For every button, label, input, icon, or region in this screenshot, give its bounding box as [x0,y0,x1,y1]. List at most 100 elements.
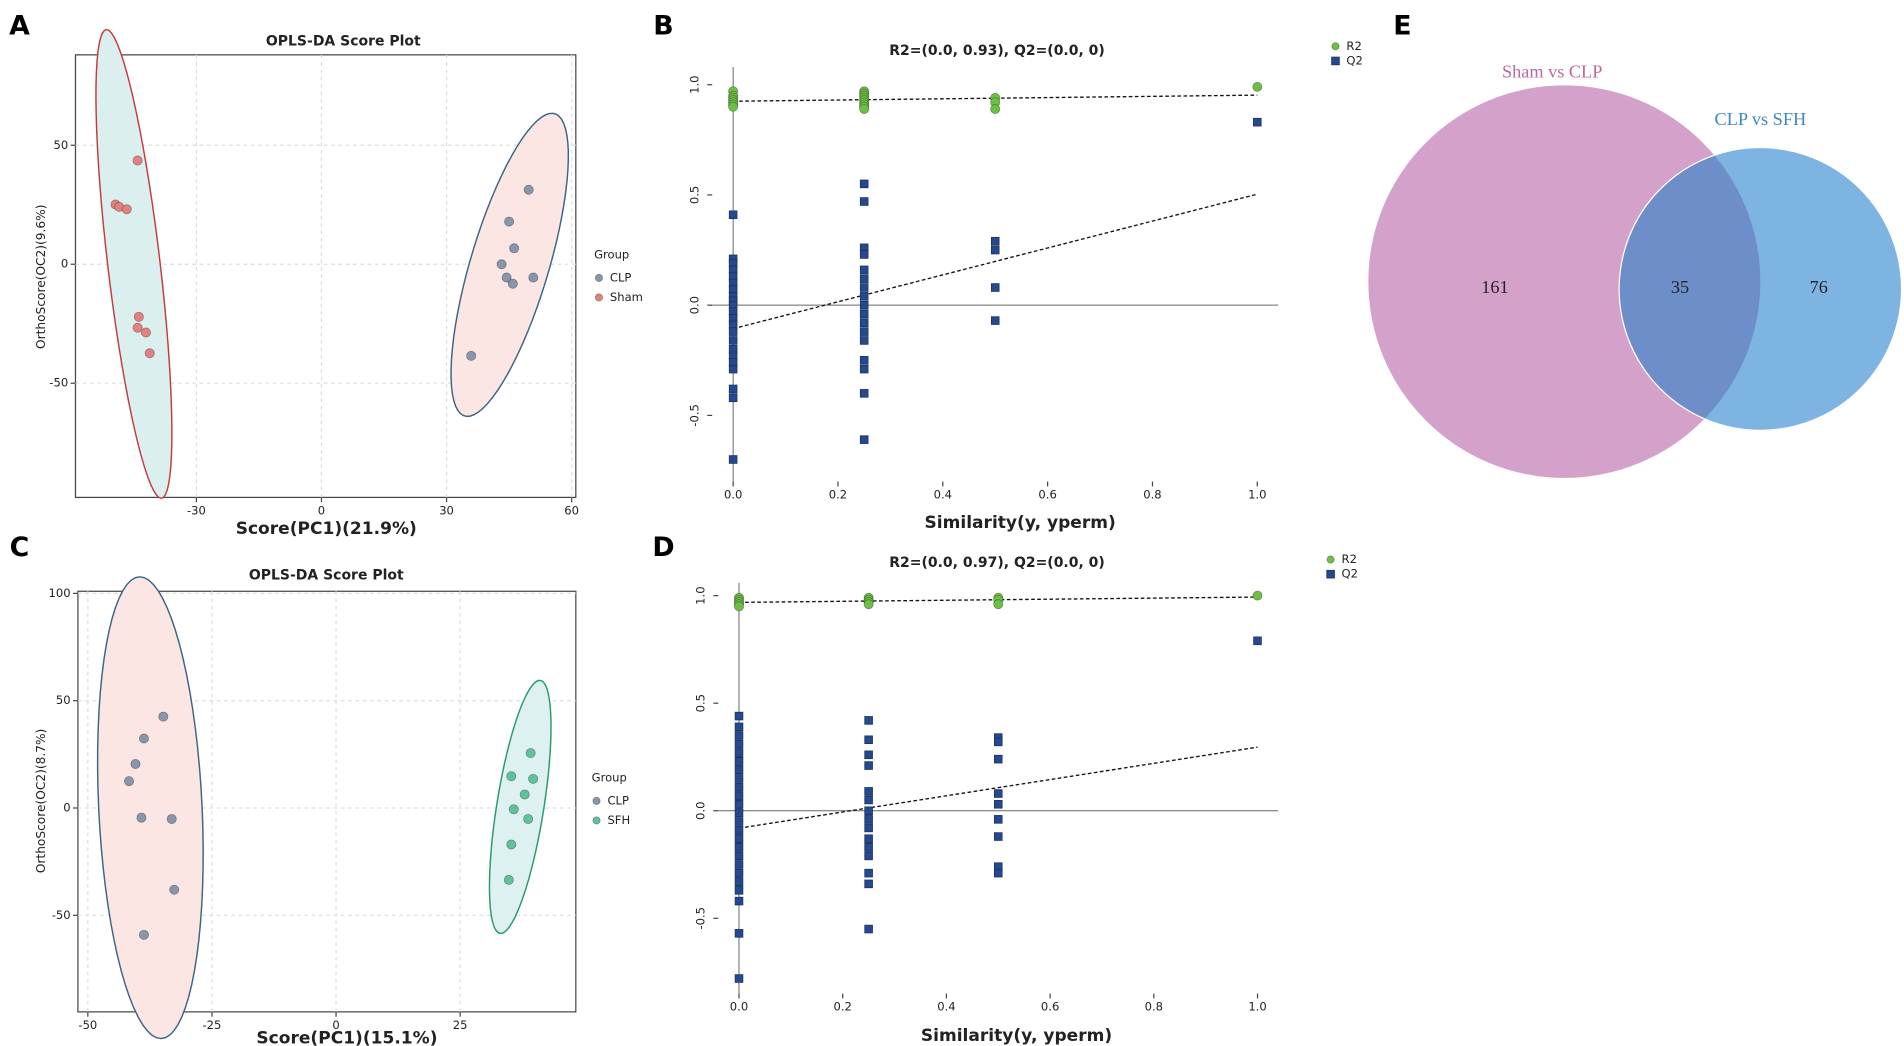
point [734,791,744,800]
fit-line [732,193,1258,330]
legend-label: SFH [607,813,630,827]
confidence-ellipse [96,576,204,1040]
x-axis-label: Score(PC1)(15.1%) [256,1029,437,1046]
x-tick-label: 0.6 [1038,487,1056,501]
point [859,435,869,444]
x-tick-label: 0.8 [1143,487,1161,501]
point [859,336,869,345]
point [864,735,873,745]
x-tick-label: 60 [564,503,579,517]
x-axis-label: Similarity(y, yperm) [925,513,1116,533]
point [990,316,1000,325]
x-tick-label: 0 [318,503,325,517]
point [734,739,744,749]
y-tick-label: 50 [53,138,68,152]
confidence-ellipse [450,112,570,418]
point [169,884,180,895]
point [728,364,738,374]
count-label: 161 [1481,277,1508,297]
point [1253,636,1262,646]
point [728,210,738,220]
point [859,389,869,398]
x-tick-label: 0.2 [829,487,847,501]
legend-label: Q2 [1346,53,1362,67]
y-tick-label: 0.0 [694,802,708,820]
point [138,733,149,744]
x-tick-label: -25 [203,1018,222,1032]
y-tick-label: -50 [52,908,71,922]
point [734,774,744,783]
point [734,974,744,983]
point [506,771,517,782]
point [506,839,517,850]
point [859,356,869,365]
point [728,327,738,336]
legend-marker [592,816,601,825]
point [864,787,873,796]
chart-title: R2=(0.0, 0.93), Q2=(0.0, 0) [889,43,1105,59]
panel-letter: A [9,10,30,41]
point [864,750,873,760]
point [734,808,744,818]
y-tick-label: 1.0 [688,75,702,93]
point [525,748,536,759]
point [993,789,1003,798]
point [132,155,143,166]
point [859,197,869,206]
point [734,825,744,835]
point [528,272,539,283]
point [728,455,738,464]
point [528,773,539,784]
x-tick-label: 0.4 [934,487,952,501]
legend-marker [1326,569,1335,579]
point [734,929,744,938]
point [990,103,1001,114]
legend-label: R2 [1342,552,1357,566]
point [1252,81,1263,92]
panel: -50 -25 0 25 -50 0 50 100 OPLS-DA Score Plot Scor… [34,567,630,1046]
legend-marker [594,273,603,282]
point [728,393,738,403]
x-tick-label: 0 [332,1018,339,1032]
point [728,384,738,394]
point [734,800,744,809]
point [523,813,534,824]
point [864,795,873,805]
point [144,348,155,359]
point [1252,590,1263,601]
point [993,815,1003,824]
point [864,716,873,725]
point [133,311,144,322]
point [734,757,744,766]
count-label: 76 [1810,277,1828,297]
point [864,851,873,861]
y-tick-label: 0.5 [688,186,702,204]
point [859,309,869,319]
point [728,101,739,112]
point [990,236,1000,246]
point [864,924,873,934]
point [864,823,873,833]
x-tick-label: -30 [187,503,206,517]
venn: Sham vs CLP CLP vs SFH 161 35 76 [1368,61,1903,478]
point [501,272,512,283]
panel-letter: D [652,532,674,563]
legend-label: Sham [610,290,643,304]
legend-label: Q2 [1342,567,1358,581]
y-axis-label: OrthoScore(OC2)(8.7%) [34,729,48,873]
point [859,265,869,275]
y-tick-label: 50 [56,693,71,707]
legend-marker [1331,56,1340,66]
point [734,886,744,895]
point [734,782,744,792]
panel-letter: C [10,532,30,563]
point [864,815,873,824]
y-tick-label: -50 [49,376,68,390]
point [859,283,869,292]
fit-line [738,746,1258,829]
x-tick-label: 0.0 [730,999,748,1013]
point [993,599,1004,610]
point [864,868,873,878]
point [859,250,869,259]
panel-letter: B [653,10,673,41]
